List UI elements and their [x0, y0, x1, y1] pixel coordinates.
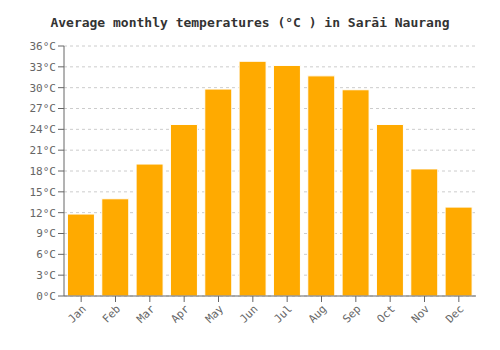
- svg-text:Dec: Dec: [443, 302, 466, 325]
- svg-text:Sep: Sep: [340, 302, 363, 325]
- svg-text:27°C: 27°C: [30, 102, 57, 115]
- svg-text:Jan: Jan: [66, 302, 89, 325]
- svg-text:33°C: 33°C: [30, 61, 57, 74]
- svg-text:Apr: Apr: [169, 302, 193, 326]
- svg-text:3°C: 3°C: [36, 269, 56, 282]
- svg-text:15°C: 15°C: [30, 186, 57, 199]
- svg-text:6°C: 6°C: [36, 248, 56, 261]
- svg-text:30°C: 30°C: [30, 82, 57, 95]
- svg-text:Jun: Jun: [237, 302, 260, 325]
- svg-text:12°C: 12°C: [30, 207, 57, 220]
- svg-text:Jul: Jul: [272, 302, 295, 325]
- svg-text:Mar: Mar: [134, 302, 158, 326]
- svg-text:24°C: 24°C: [30, 123, 57, 136]
- svg-text:Aug: Aug: [306, 302, 329, 325]
- svg-text:Feb: Feb: [100, 302, 123, 325]
- svg-text:Nov: Nov: [409, 302, 433, 326]
- svg-text:0°C: 0°C: [36, 290, 56, 303]
- svg-text:Oct: Oct: [375, 302, 398, 325]
- svg-text:9°C: 9°C: [36, 227, 56, 240]
- svg-text:18°C: 18°C: [30, 165, 57, 178]
- html-text:Average monthly temperatures (: Average monthly temperatures (°C ) in Sa…: [50, 15, 450, 30]
- svg-text:36°C: 36°C: [30, 40, 57, 53]
- svg-text:May: May: [203, 302, 227, 326]
- svg-text:21°C: 21°C: [30, 144, 57, 157]
